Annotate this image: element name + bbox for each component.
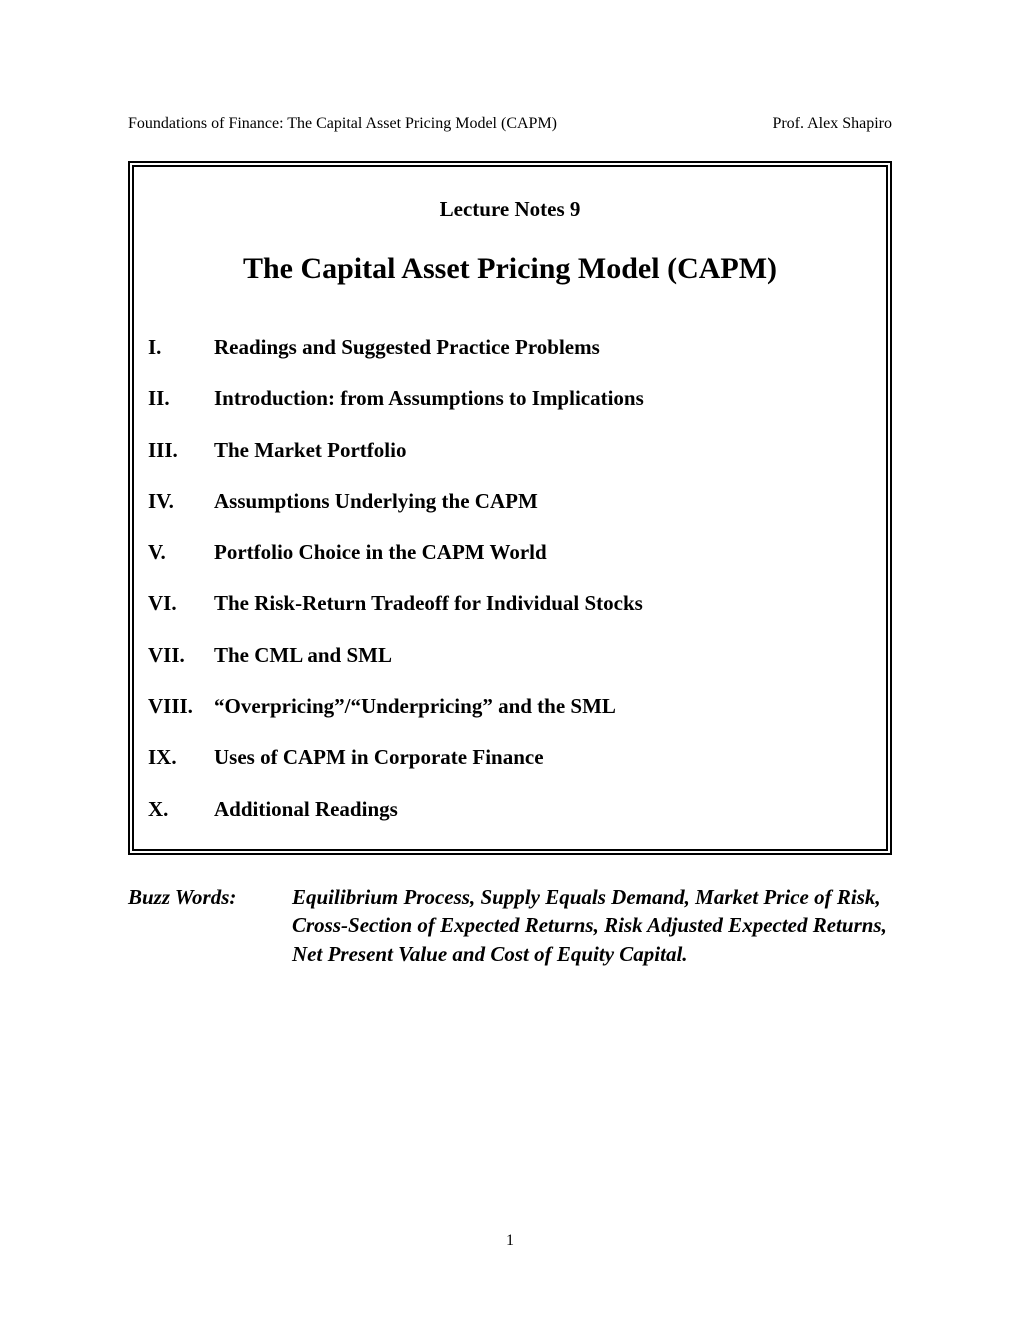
toc-title: Introduction: from Assumptions to Implic… bbox=[214, 385, 872, 412]
toc-title: The CML and SML bbox=[214, 642, 872, 669]
toc-title: The Risk-Return Tradeoff for Individual … bbox=[214, 590, 872, 617]
toc-roman: III. bbox=[148, 437, 214, 464]
toc-roman: I. bbox=[148, 334, 214, 361]
toc-item: VI. The Risk-Return Tradeoff for Individ… bbox=[148, 590, 872, 617]
toc-item: I. Readings and Suggested Practice Probl… bbox=[148, 334, 872, 361]
header-right: Prof. Alex Shapiro bbox=[772, 115, 892, 133]
toc-title: Readings and Suggested Practice Problems bbox=[214, 334, 872, 361]
toc-title: Additional Readings bbox=[214, 796, 872, 823]
toc-roman: VIII. bbox=[148, 693, 214, 720]
buzz-content: Equilibrium Process, Supply Equals Deman… bbox=[292, 883, 892, 968]
toc-title: Portfolio Choice in the CAPM World bbox=[214, 539, 872, 566]
toc-roman: X. bbox=[148, 796, 214, 823]
toc-item: II. Introduction: from Assumptions to Im… bbox=[148, 385, 872, 412]
toc-item: VII. The CML and SML bbox=[148, 642, 872, 669]
toc-roman: VI. bbox=[148, 590, 214, 617]
main-title: The Capital Asset Pricing Model (CAPM) bbox=[148, 252, 872, 286]
page-header: Foundations of Finance: The Capital Asse… bbox=[128, 115, 892, 133]
buzz-label: Buzz Words: bbox=[128, 883, 292, 968]
toc-list: I. Readings and Suggested Practice Probl… bbox=[148, 334, 872, 823]
toc-roman: II. bbox=[148, 385, 214, 412]
toc-title: Assumptions Underlying the CAPM bbox=[214, 488, 872, 515]
lecture-label: Lecture Notes 9 bbox=[148, 197, 872, 222]
toc-title: Uses of CAPM in Corporate Finance bbox=[214, 744, 872, 771]
toc-title: The Market Portfolio bbox=[214, 437, 872, 464]
header-left: Foundations of Finance: The Capital Asse… bbox=[128, 115, 557, 133]
toc-item: IV. Assumptions Underlying the CAPM bbox=[148, 488, 872, 515]
toc-roman: V. bbox=[148, 539, 214, 566]
toc-roman: IV. bbox=[148, 488, 214, 515]
toc-item: III. The Market Portfolio bbox=[148, 437, 872, 464]
buzz-words-section: Buzz Words: Equilibrium Process, Supply … bbox=[128, 883, 892, 968]
page-number: 1 bbox=[0, 1232, 1020, 1250]
toc-item: X. Additional Readings bbox=[148, 796, 872, 823]
content-box: Lecture Notes 9 The Capital Asset Pricin… bbox=[128, 161, 892, 855]
toc-item: V. Portfolio Choice in the CAPM World bbox=[148, 539, 872, 566]
toc-title: “Overpricing”/“Underpricing” and the SML bbox=[214, 693, 872, 720]
toc-item: VIII. “Overpricing”/“Underpricing” and t… bbox=[148, 693, 872, 720]
toc-item: IX. Uses of CAPM in Corporate Finance bbox=[148, 744, 872, 771]
toc-roman: VII. bbox=[148, 642, 214, 669]
toc-roman: IX. bbox=[148, 744, 214, 771]
